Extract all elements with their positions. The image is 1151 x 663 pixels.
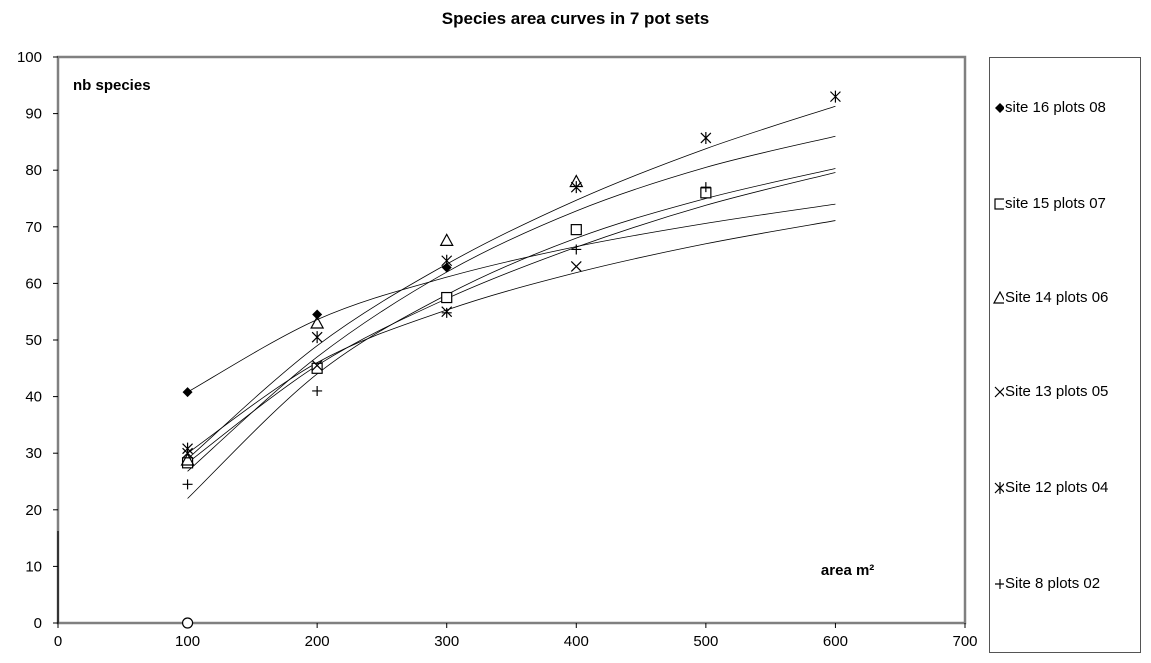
x-tick-label: 100 xyxy=(175,633,200,650)
y-tick-label: 60 xyxy=(25,275,42,292)
x-tick-label: 500 xyxy=(693,633,718,650)
legend-label: site 16 plots 08 xyxy=(1005,99,1106,116)
point-square xyxy=(570,224,582,236)
point-diamond xyxy=(312,309,323,320)
legend-item: Site 13 plots 05 xyxy=(990,383,1108,400)
chart-plot: 0 100 200 300 400 500 600 700 0 10 20 30 40 50 60 70 80 9… xyxy=(17,49,978,650)
y-tick-label: 0 xyxy=(34,615,42,632)
x-axis-label: area m² xyxy=(821,562,874,579)
legend-item: site 16 plots 08 xyxy=(990,99,1106,116)
point-triangle xyxy=(439,233,454,246)
point-square xyxy=(311,362,323,374)
chart-title: Species area curves in 7 pot sets xyxy=(441,9,710,28)
legend-marker xyxy=(994,197,1004,210)
legend-item: Site 12 plots 04 xyxy=(990,479,1108,496)
legend-marker xyxy=(994,386,1004,397)
point-asterisk xyxy=(700,131,712,144)
y-tick-label: 100 xyxy=(17,49,42,66)
legend-item: Site 8 plots 02 xyxy=(990,575,1100,592)
y-tick-label: 30 xyxy=(25,445,42,462)
legend: site 16 plots 08 site 15 plots 07 Site 14 … xyxy=(989,57,1141,653)
point-triangle xyxy=(992,290,1004,304)
trend-line xyxy=(187,168,836,499)
legend-label: Site 13 plots 05 xyxy=(1005,383,1109,400)
x-tick-label: 300 xyxy=(434,633,459,650)
trend-line xyxy=(187,135,836,472)
point-asterisk xyxy=(994,481,1004,494)
x-tick-label: 400 xyxy=(564,633,589,650)
legend-item: site 15 plots 07 xyxy=(990,195,1106,212)
point-plus xyxy=(441,307,452,318)
legend-label: Site 8 plots 02 xyxy=(1005,575,1101,592)
point-triangle xyxy=(310,315,325,329)
trend-line xyxy=(187,172,836,464)
y-tick-label: 50 xyxy=(25,332,42,349)
point-asterisk xyxy=(441,254,453,267)
y-tick-label: 80 xyxy=(25,162,42,179)
point-asterisk xyxy=(311,331,323,344)
point-plus xyxy=(182,479,193,490)
point-asterisk xyxy=(182,442,193,455)
legend-label: Site 12 plots 04 xyxy=(1005,479,1109,496)
point-x xyxy=(994,386,1004,397)
trend-line xyxy=(187,203,836,393)
tick-labels: 0 100 200 300 400 500 600 700 0 10 20 30 40 50 60 70 80 9… xyxy=(17,49,978,650)
y-axis-label: nb species xyxy=(73,77,151,94)
x-tick-label: 600 xyxy=(823,633,848,650)
point-square xyxy=(994,197,1004,210)
x-tick-label: 0 xyxy=(54,633,62,650)
trend-line xyxy=(187,105,836,460)
data-points xyxy=(180,90,841,629)
legend-label: Site 14 plots 06 xyxy=(1005,289,1109,306)
trend-lines xyxy=(187,105,836,499)
y-tick-label: 20 xyxy=(25,502,42,519)
point-circle xyxy=(181,617,194,629)
point-x xyxy=(570,260,582,272)
point-x xyxy=(311,360,323,371)
y-tick-label: 40 xyxy=(25,389,42,406)
point-plus xyxy=(700,182,711,193)
legend-marker xyxy=(995,102,1004,113)
point-plus xyxy=(312,385,323,396)
point-plus xyxy=(995,578,1004,589)
point-asterisk xyxy=(570,181,582,194)
y-tick-label: 70 xyxy=(25,219,42,236)
legend-marker xyxy=(992,290,1004,304)
y-tick-label: 90 xyxy=(25,106,42,123)
x-tick-label: 200 xyxy=(305,633,330,650)
legend-marker xyxy=(994,481,1004,494)
point-plus xyxy=(571,244,582,255)
point-triangle xyxy=(180,452,195,466)
point-diamond xyxy=(182,387,193,398)
y-tick-label: 10 xyxy=(25,558,42,575)
x-tick-label: 700 xyxy=(952,633,977,650)
legend-label: site 15 plots 07 xyxy=(1005,195,1106,212)
point-diamond xyxy=(441,262,452,273)
legend-marker xyxy=(995,578,1004,589)
point-asterisk xyxy=(830,90,841,103)
legend-item: Site 14 plots 06 xyxy=(990,289,1108,306)
point-diamond xyxy=(995,102,1004,113)
plot-area-frame xyxy=(56,55,967,625)
trend-line xyxy=(187,220,836,454)
point-square xyxy=(441,291,453,304)
axes xyxy=(56,55,967,625)
